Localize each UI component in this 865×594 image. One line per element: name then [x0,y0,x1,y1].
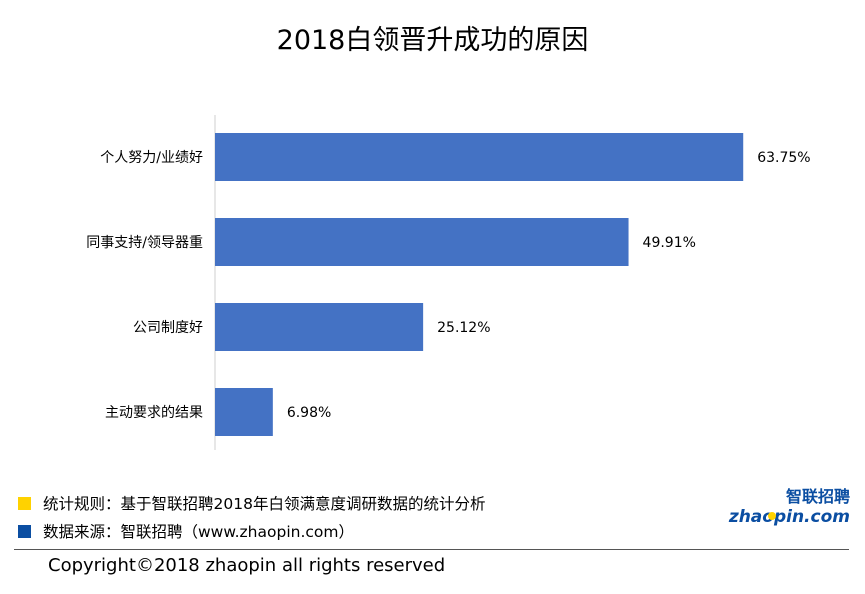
logo-dot-icon [768,512,776,520]
value-label-3: 6.98% [287,405,331,421]
blue-square-icon [18,524,31,538]
footer-divider [14,549,849,550]
value-label-0: 63.75% [757,150,810,166]
bar-3 [215,388,273,436]
category-label-1: 同事支持/领导器重 [86,235,203,251]
category-label-3: 主动要求的结果 [105,405,203,421]
bar-chart: 个人努力/业绩好 63.75% 同事支持/领导器重 49.91% 公司制度好 25.12%… [86,115,811,450]
bar-2 [215,303,424,351]
note-source-text: 数据来源：智联招聘（www.zhaopin.com） [43,523,354,541]
yellow-square-icon [18,496,31,510]
category-label-0: 个人努力/业绩好 [100,150,203,166]
note-rule-text: 统计规则：基于智联招聘2018年白领满意度调研数据的统计分析 [43,495,486,513]
chart-title: 2018白领晋升成功的原因 [276,25,589,56]
value-label-1: 49.91% [643,235,696,251]
note-rule: 统计规则：基于智联招聘2018年白领满意度调研数据的统计分析 [18,492,485,514]
copyright: Copyright©2018 zhaopin all rights reserv… [48,555,446,576]
category-label-2: 公司制度好 [133,320,203,336]
value-label-2: 25.12% [437,320,490,336]
zhaopin-logo: 智联招聘 zhaopin.com [728,487,850,526]
bars-group: 个人努力/业绩好 63.75% 同事支持/领导器重 49.91% 公司制度好 25.12%… [86,133,811,436]
logo-chinese: 智联招聘 [786,487,850,506]
bar-0 [215,133,744,181]
logo-domain: zhaopin.com [728,507,850,526]
note-source: 数据来源：智联招聘（www.zhaopin.com） [18,520,354,542]
bar-1 [215,218,629,266]
